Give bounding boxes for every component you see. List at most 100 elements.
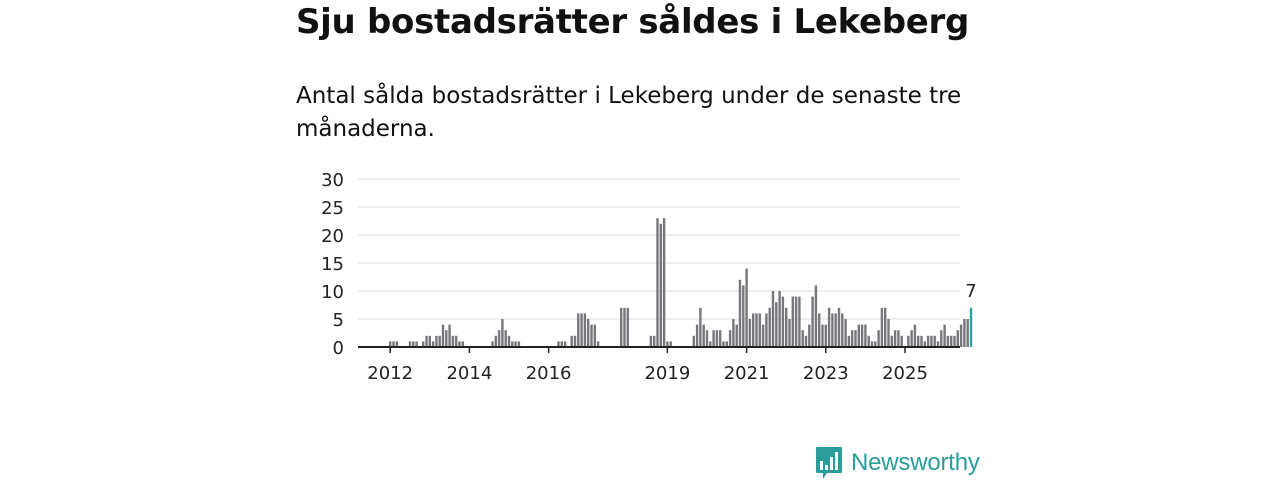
brand-name: Newsworthy: [851, 449, 980, 476]
bar: [900, 335, 903, 347]
bar: [448, 324, 451, 347]
bar: [583, 313, 587, 347]
bar: [732, 319, 735, 347]
bar: [735, 324, 738, 347]
x-tick-label: 2012: [367, 363, 413, 384]
chart-bars: [389, 218, 973, 347]
bar: [867, 335, 870, 347]
bar: [577, 313, 580, 347]
bar: [435, 335, 438, 347]
bar: [837, 307, 841, 347]
bar: [705, 330, 709, 347]
y-tick-label: 25: [321, 198, 344, 219]
newsworthy-logo: Newsworthy: [815, 446, 980, 480]
x-tick-label: 2016: [526, 363, 572, 384]
bar: [455, 335, 458, 347]
y-tick-label: 5: [333, 310, 344, 331]
bar: [389, 341, 392, 347]
bar: [953, 335, 956, 347]
bar: [748, 319, 752, 347]
bar: [514, 341, 517, 347]
bar: [563, 341, 567, 347]
y-tick-label: 15: [321, 254, 344, 275]
bar: [494, 335, 497, 347]
bar: [580, 313, 583, 347]
bar: [930, 335, 933, 347]
bar: [408, 341, 412, 347]
bar: [893, 330, 897, 347]
bar: [860, 324, 864, 347]
bar: [864, 324, 867, 347]
bar: [880, 307, 884, 347]
bar: [752, 313, 755, 347]
bar: [946, 335, 950, 347]
bar: [504, 330, 507, 347]
bar: [623, 307, 626, 347]
bar: [709, 341, 712, 347]
bar: [831, 313, 834, 347]
bar: [692, 335, 695, 347]
bar: [560, 341, 563, 347]
bar: [870, 341, 874, 347]
y-tick-label: 30: [321, 170, 344, 191]
bar: [738, 279, 742, 347]
bar: [659, 223, 662, 347]
y-tick-label: 10: [321, 282, 344, 303]
bar: [771, 291, 775, 347]
bar: [887, 319, 890, 347]
y-axis: 0 5 10 15 20 25 30: [321, 170, 344, 359]
bar: [785, 307, 788, 347]
bar: [497, 330, 501, 347]
bar: [765, 313, 768, 347]
bar: [926, 335, 930, 347]
bar: [821, 324, 824, 347]
x-tick-label: 2021: [724, 363, 770, 384]
bar: [811, 296, 814, 347]
bar: [910, 330, 913, 347]
bar: [392, 341, 395, 347]
bar: [722, 341, 725, 347]
bar: [933, 335, 936, 347]
bar: [593, 324, 596, 347]
bar: [669, 341, 672, 347]
bar: [827, 307, 831, 347]
bar: [920, 335, 923, 347]
bar: [794, 296, 798, 347]
bar: [851, 330, 854, 347]
bar: [745, 268, 748, 347]
x-tick-label: 2025: [882, 363, 928, 384]
bar: [428, 335, 431, 347]
bar: [801, 330, 804, 347]
bar: [662, 218, 666, 347]
bar: [834, 313, 837, 347]
bar: [425, 335, 428, 347]
bar: [441, 324, 445, 347]
bar: [781, 296, 785, 347]
bar: [511, 341, 514, 347]
bar: [715, 330, 719, 347]
y-tick-label: 0: [333, 338, 344, 359]
highlighted-bar: [969, 307, 973, 347]
bar: [768, 307, 771, 347]
bar: [966, 319, 969, 347]
bar: [719, 330, 722, 347]
bar: [653, 335, 656, 347]
bar: [395, 341, 398, 347]
bar: [936, 341, 940, 347]
bar: [758, 313, 761, 347]
bar: [461, 341, 464, 347]
bar: [431, 341, 435, 347]
bar: [956, 330, 959, 347]
bar: [570, 335, 573, 347]
bar: [897, 330, 900, 347]
bar: [917, 335, 920, 347]
bar: [775, 302, 778, 347]
chart-subtitle: Antal sålda bostadsrätter i Lekeberg und…: [296, 83, 962, 142]
bar: [412, 341, 415, 347]
highlight-value-label: 7: [965, 281, 976, 302]
bar: [491, 341, 494, 347]
bar: [857, 324, 860, 347]
bar: [943, 324, 946, 347]
bar: [874, 341, 877, 347]
